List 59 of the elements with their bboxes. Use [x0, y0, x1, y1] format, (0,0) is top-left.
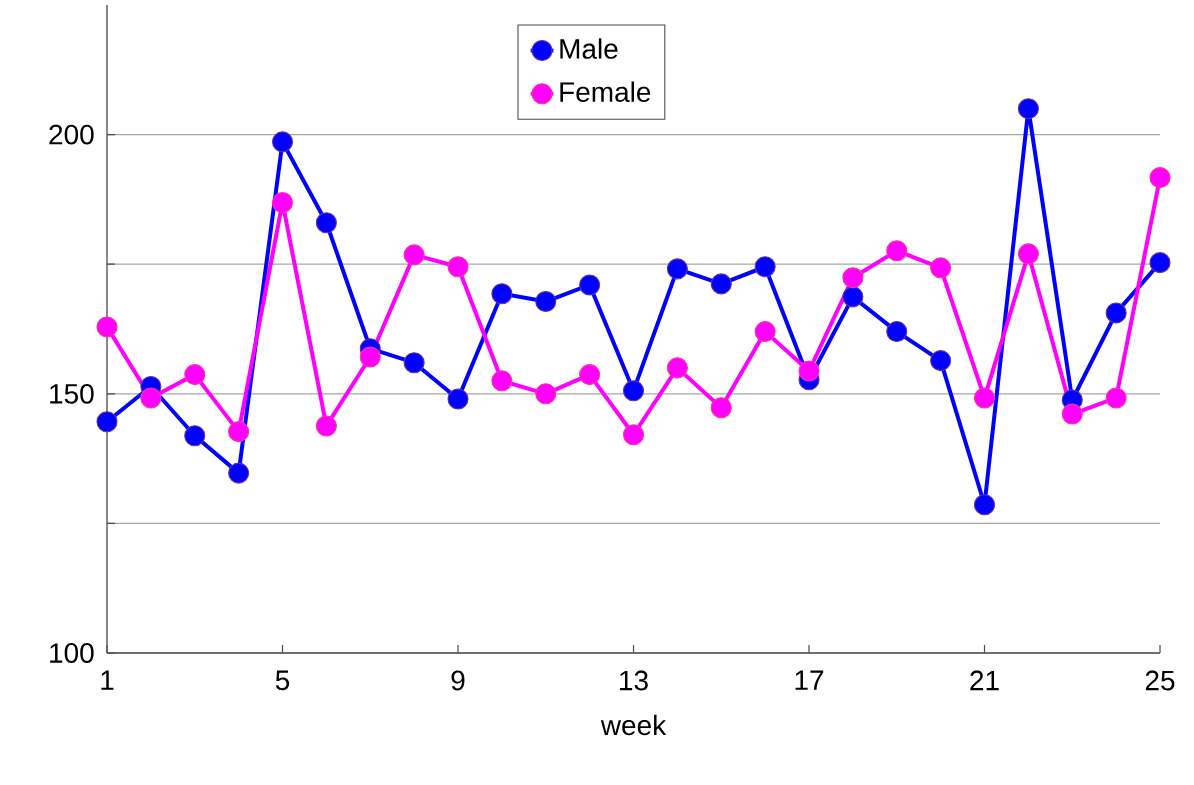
- point: [710, 273, 732, 295]
- point: [754, 256, 776, 278]
- point: [842, 286, 864, 308]
- point: [228, 462, 250, 484]
- x-tick-label: 21: [970, 670, 999, 691]
- point: [579, 274, 601, 296]
- point: [1149, 167, 1171, 189]
- point: [359, 346, 381, 368]
- point: [666, 357, 688, 379]
- x-axis-title: week: [600, 714, 667, 736]
- point: [491, 370, 513, 392]
- point: [184, 364, 206, 386]
- point: [447, 388, 469, 410]
- point: [315, 212, 337, 234]
- y-tick-label: 100: [50, 643, 94, 663]
- point: [535, 290, 557, 313]
- x-tick-label: 1: [101, 670, 114, 690]
- point: [798, 360, 820, 382]
- point: [228, 421, 250, 443]
- point: [622, 424, 645, 446]
- x-tick-label: 17: [795, 670, 824, 690]
- point: [666, 258, 688, 280]
- y-tick-label: 150: [50, 383, 94, 404]
- point: [491, 283, 513, 305]
- point: [447, 256, 469, 278]
- point: [710, 397, 732, 419]
- point: [1105, 302, 1127, 324]
- point: [930, 257, 952, 279]
- x-tick-label: 5: [275, 670, 290, 691]
- legend-label: Male: [560, 38, 618, 59]
- point: [886, 240, 908, 262]
- point: [315, 415, 337, 437]
- point: [1149, 252, 1171, 274]
- point: [754, 321, 776, 343]
- point: [886, 321, 908, 343]
- y-tick-label: 200: [49, 124, 94, 145]
- point: [842, 267, 864, 289]
- x-tick-label: 13: [620, 670, 648, 691]
- point: [1105, 387, 1127, 409]
- point: [271, 131, 294, 153]
- point: [1017, 98, 1039, 120]
- point: [271, 191, 294, 214]
- point: [579, 364, 601, 386]
- point: [973, 494, 996, 516]
- point: [184, 425, 206, 447]
- point: [403, 244, 425, 266]
- point: [1061, 403, 1083, 425]
- point: [403, 352, 425, 374]
- legend-label: Female: [560, 81, 651, 103]
- point: [1017, 243, 1039, 265]
- x-tick-label: 9: [451, 670, 465, 691]
- x-tick-label: 25: [1145, 670, 1175, 691]
- point: [930, 350, 952, 372]
- point: [96, 411, 118, 433]
- point: [96, 316, 118, 338]
- point: [140, 387, 162, 409]
- point: [973, 387, 996, 409]
- point: [535, 383, 557, 405]
- point: [622, 380, 645, 402]
